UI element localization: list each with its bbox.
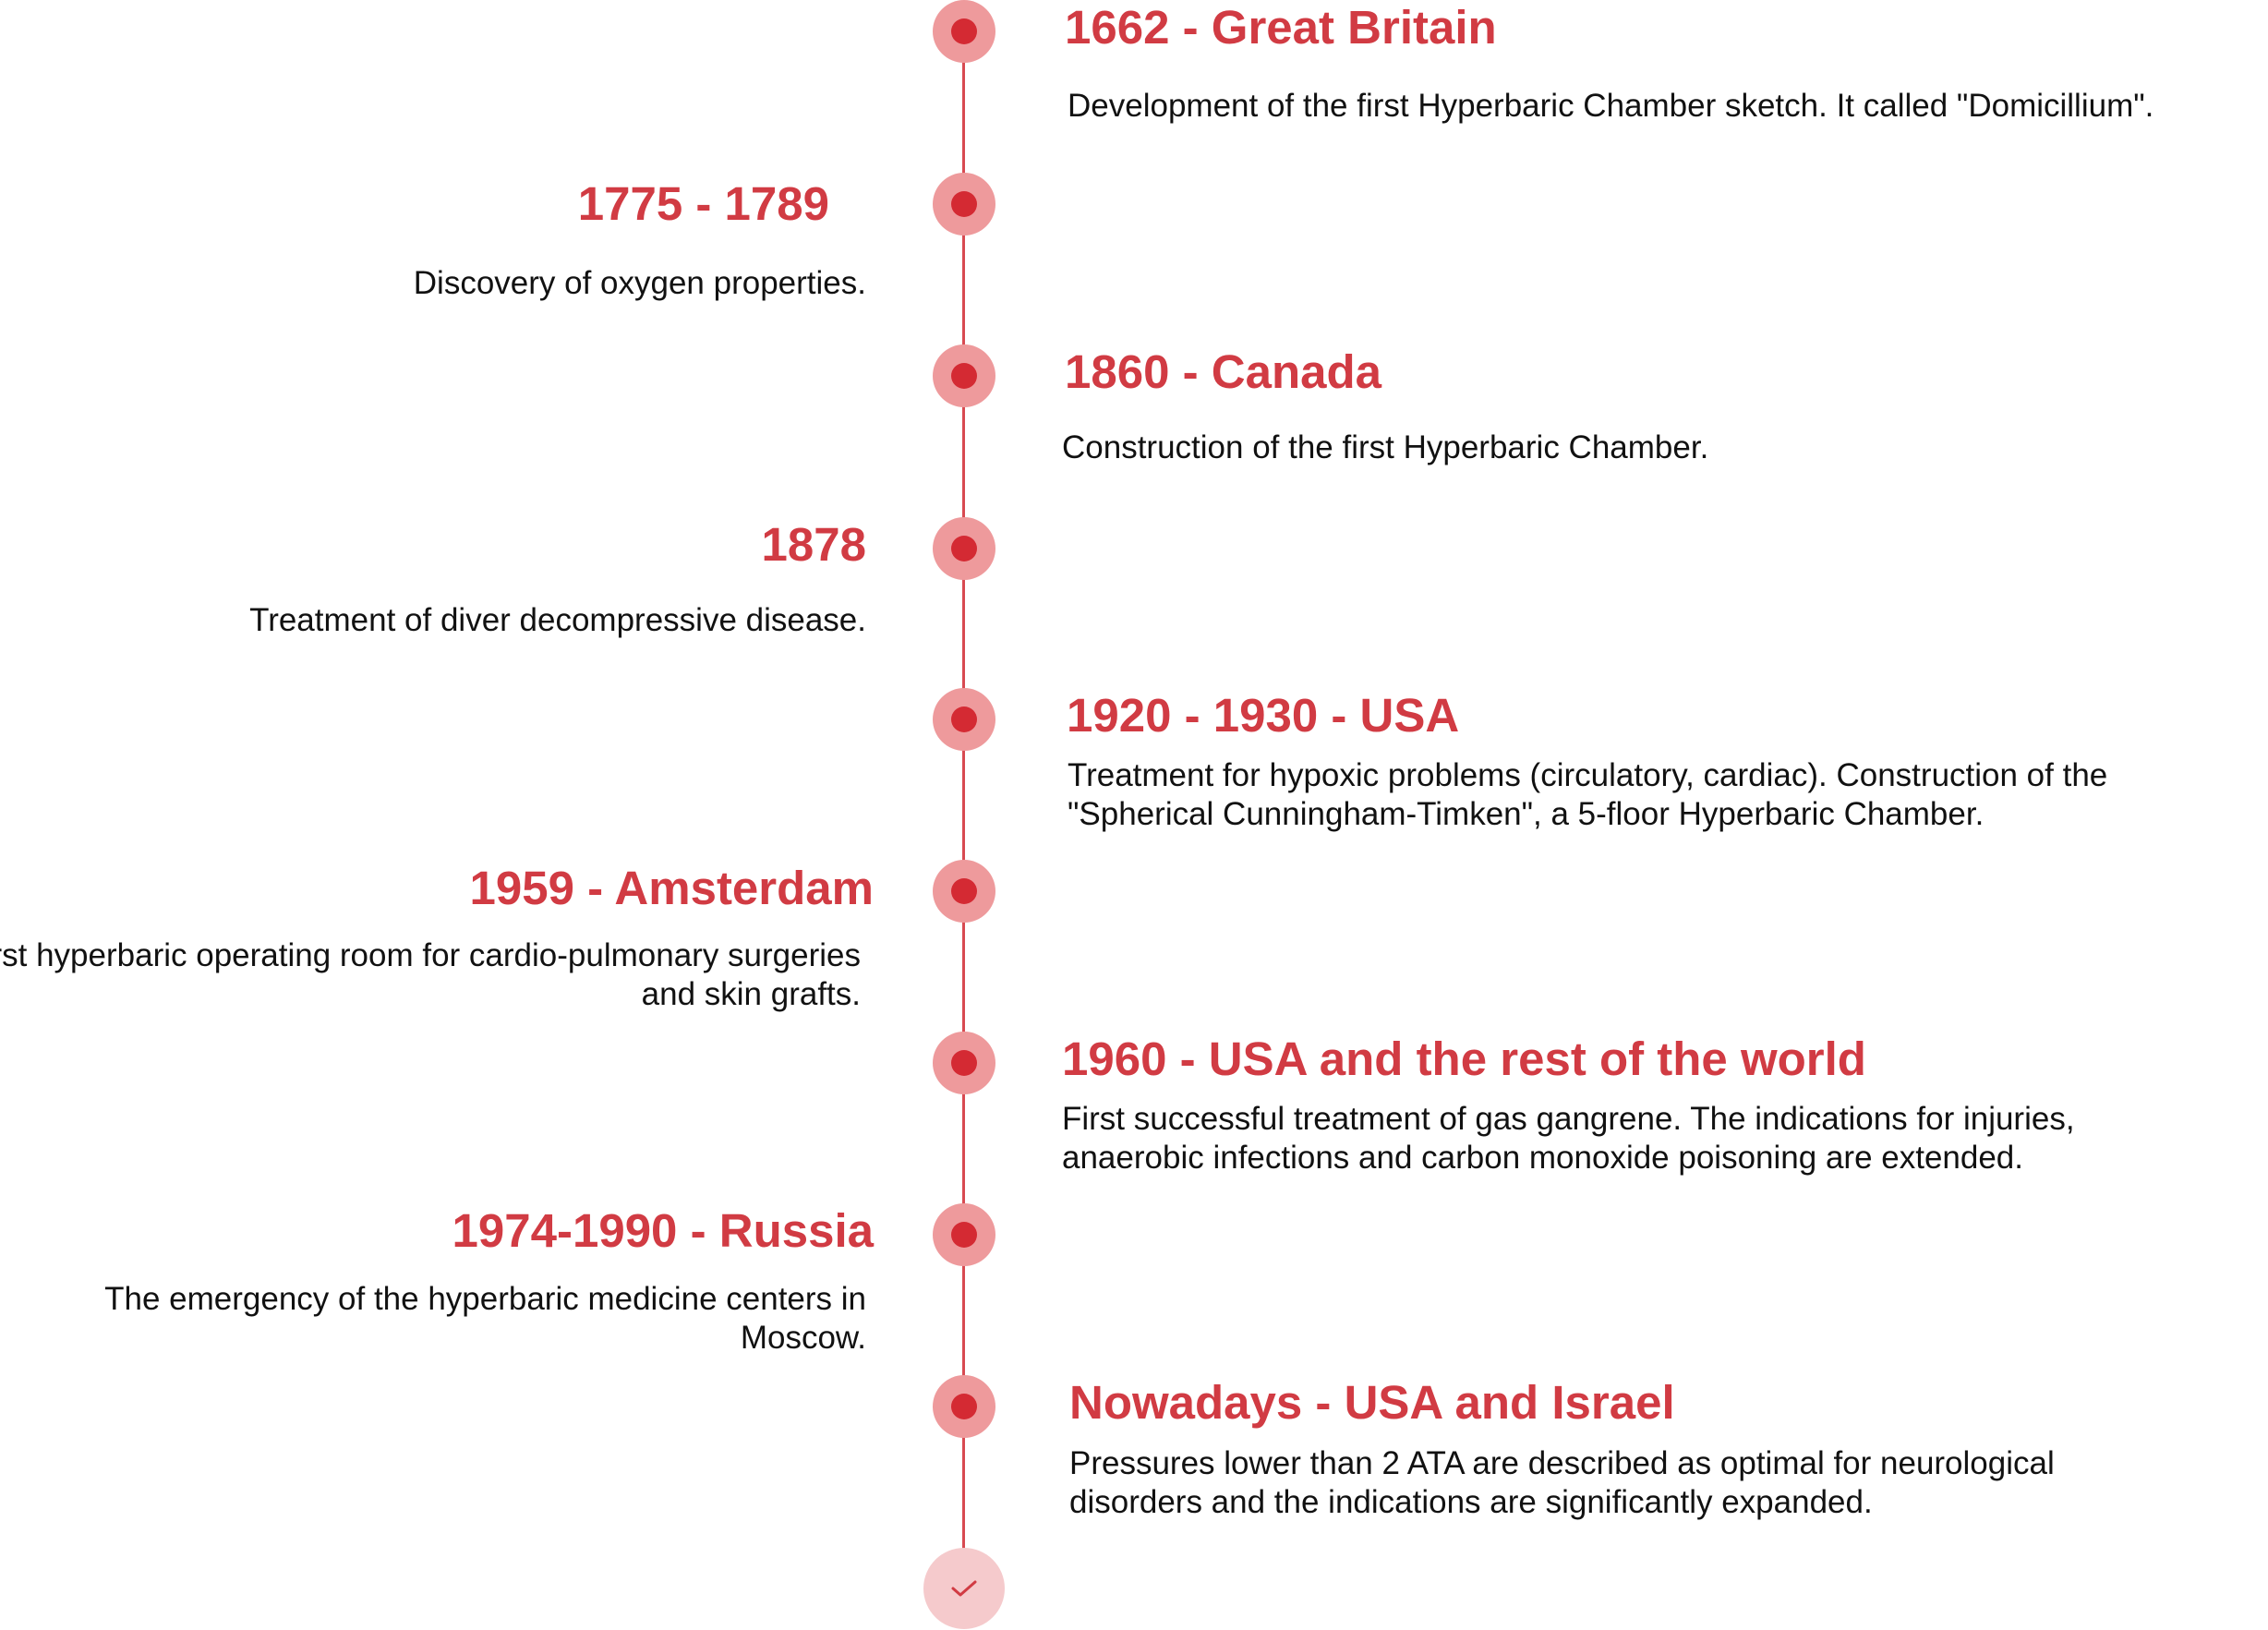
node-dot bbox=[951, 18, 977, 44]
timeline-node bbox=[933, 1032, 995, 1094]
node-dot bbox=[951, 536, 977, 561]
node-dot bbox=[951, 1050, 977, 1076]
event-description: The emergency of the hyperbaric medicine… bbox=[104, 1281, 866, 1356]
node-dot bbox=[951, 878, 977, 904]
node-dot bbox=[951, 1222, 977, 1248]
event-title: 1662 - Great Britain bbox=[1065, 1, 1497, 54]
timeline-node bbox=[933, 688, 995, 751]
node-dot bbox=[951, 363, 977, 389]
event-description: First successful treatment of gas gangre… bbox=[1062, 1101, 2075, 1176]
event-description: Treatment of diver decompressive disease… bbox=[249, 602, 866, 638]
node-dot bbox=[951, 706, 977, 732]
node-dot bbox=[951, 1394, 977, 1419]
event-title: 1878 bbox=[761, 518, 866, 571]
event-title: 1775 - 1789 bbox=[577, 177, 829, 230]
event-description: Development of the first Hyperbaric Cham… bbox=[1068, 88, 2154, 124]
event-description: Pressures lower than 2 ATA are described… bbox=[1069, 1445, 2055, 1520]
event-title: 1860 - Canada bbox=[1065, 345, 1382, 398]
timeline-node bbox=[933, 1203, 995, 1266]
timeline-node bbox=[933, 517, 995, 580]
event-description: First hyperbaric operating room for card… bbox=[0, 937, 861, 1012]
timeline-end-marker bbox=[923, 1548, 1005, 1629]
event-description: Discovery of oxygen properties. bbox=[413, 265, 866, 301]
event-description: Construction of the first Hyperbaric Cha… bbox=[1062, 429, 1709, 465]
timeline-node bbox=[933, 1375, 995, 1438]
timeline-axis bbox=[962, 31, 965, 1564]
event-title: Nowadays - USA and Israel bbox=[1069, 1376, 1675, 1429]
timeline-node bbox=[933, 173, 995, 235]
timeline-node bbox=[933, 860, 995, 923]
event-title: 1974-1990 - Russia bbox=[452, 1204, 874, 1257]
event-title: 1920 - 1930 - USA bbox=[1067, 689, 1460, 742]
node-dot bbox=[951, 191, 977, 217]
event-title: 1960 - USA and the rest of the world bbox=[1062, 1032, 1866, 1085]
timeline-node bbox=[933, 344, 995, 407]
timeline-node bbox=[933, 0, 995, 63]
event-title: 1959 - Amsterdam bbox=[469, 862, 874, 914]
event-description: Treatment for hypoxic problems (circulat… bbox=[1068, 757, 2108, 832]
